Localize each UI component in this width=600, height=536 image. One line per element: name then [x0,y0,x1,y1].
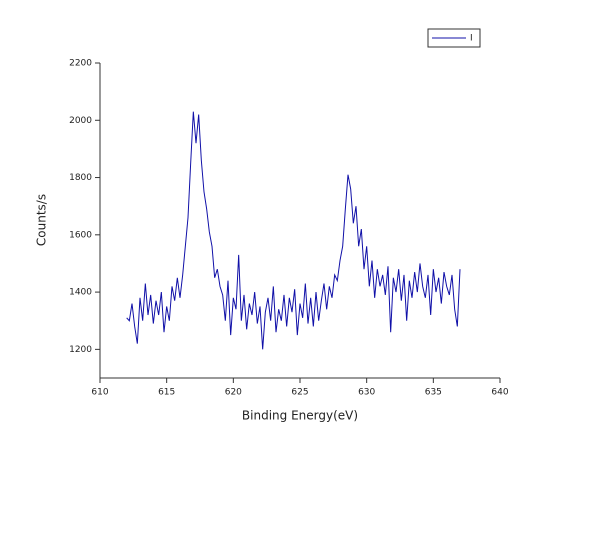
x-tick-label: 610 [91,388,108,398]
y-tick-label: 1800 [69,173,92,183]
y-tick-label: 2000 [69,116,92,126]
x-tick-label: 620 [225,388,242,398]
x-tick-label: 640 [491,388,508,398]
data-line [126,111,461,350]
y-tick-label: 1600 [69,230,92,240]
x-tick-label: 615 [158,388,175,398]
y-axis-label: Counts/s [35,194,49,246]
x-axis-label: Binding Energy(eV) [242,409,358,423]
y-tick-label: 1200 [69,345,92,355]
x-tick-label: 630 [358,388,375,398]
y-tick-label: 2200 [69,59,92,69]
legend-label: I [470,34,473,44]
x-tick-label: 625 [291,388,308,398]
legend-box [427,28,481,48]
x-tick-label: 635 [425,388,442,398]
y-tick-label: 1400 [69,288,92,298]
